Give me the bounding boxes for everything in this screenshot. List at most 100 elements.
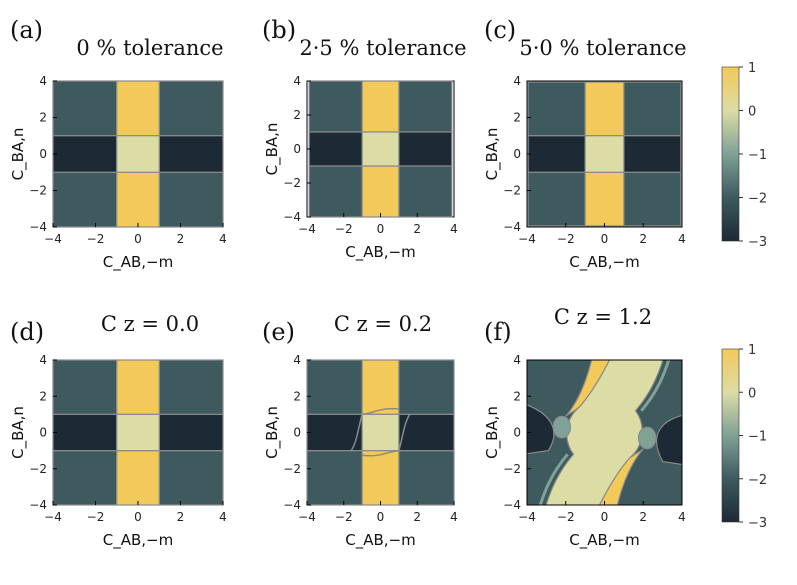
x-tick-label: −2: [557, 510, 575, 524]
panel-title: 2·5 % tolerance: [299, 36, 466, 60]
panel-label: (c): [484, 16, 516, 44]
corner-region: [308, 80, 363, 133]
y-tick-label: 0: [39, 426, 47, 440]
panel-d: −4−4 −2 −2 0 0 2 2 4 4 C_AB,−m C_BA,n C z = 0.0 (d): [9, 312, 227, 550]
panel-a: −4−4 −2 −2 0 0 2 2 4 4 C_AB,−m C_BA,n 0 % tolerance…: [9, 16, 227, 272]
side-region: [527, 135, 586, 173]
panel-title: C z = 0.0: [101, 312, 199, 336]
y-axis-label: C_BA,n: [483, 406, 502, 459]
corner-region: [623, 81, 682, 137]
colorbar-tick-label: −3: [748, 235, 767, 250]
corner-region: [623, 171, 682, 227]
y-tick-label: 0: [513, 426, 521, 440]
center-region: [584, 135, 625, 173]
side-region: [398, 131, 453, 167]
y-tick-label: 0: [293, 142, 301, 156]
x-tick-label: −2: [335, 510, 353, 524]
colorbar-gradient: [721, 348, 740, 523]
center-region: [545, 360, 664, 505]
y-tick-label: 4: [39, 353, 47, 367]
stripe-region: [361, 450, 400, 506]
y-axis-label: C_BA,n: [9, 406, 28, 459]
y-tick-label: 2: [513, 111, 521, 125]
transition-line: [361, 407, 399, 416]
stripe-region: [116, 171, 160, 228]
colorbar: 1 0 −1 −2 −3: [721, 61, 767, 250]
colorbar: 1 0 −1 −2 −3: [721, 343, 767, 531]
lobe-region: [637, 426, 657, 450]
side-region: [623, 135, 682, 173]
x-axis-label: C_AB,−m: [345, 243, 415, 262]
panel-c: −4−4 −2 −2 0 0 2 2 4 4 C_AB,−m C_BA,n 5·0 % toleran…: [483, 16, 687, 272]
panel-e: −4−4 −2 −2 0 0 2 2 4 4 C_AB,−m C_BA,n C z = 0.2 (e): [262, 312, 458, 550]
corner-region: [52, 171, 118, 228]
y-tick-label: −4: [503, 220, 521, 234]
y-tick-label: −2: [29, 462, 47, 476]
x-tick-label: 2: [639, 510, 647, 524]
x-tick-label: −4: [298, 510, 316, 524]
panel-title: 0 % tolerance: [76, 36, 223, 60]
y-tick-label: 0: [39, 147, 47, 161]
stripe-region: [361, 359, 400, 415]
stripe-region: [116, 359, 160, 415]
x-tick-label: 2: [639, 232, 647, 246]
y-tick-label: −2: [29, 184, 47, 198]
panel-b: −4−4 −2 −2 0 0 2 2 4 4 C_AB,−m C_BA,n 2·5 % toleran…: [262, 16, 467, 262]
x-tick-label: 2: [413, 222, 421, 236]
colorbar-tick-label: −3: [748, 516, 767, 531]
colorbar-gradient: [721, 66, 740, 242]
y-tick-label: 4: [293, 353, 301, 367]
x-tick-label: 0: [134, 510, 142, 524]
x-tick-label: −2: [335, 222, 353, 236]
x-tick-label: 4: [450, 510, 458, 524]
x-tick-label: −4: [518, 232, 536, 246]
x-tick-label: −2: [557, 232, 575, 246]
corner-region: [306, 450, 363, 506]
y-axis-label: C_BA,n: [263, 406, 282, 459]
corner-region: [158, 171, 224, 228]
x-tick-label: 2: [413, 510, 421, 524]
side-region: [656, 414, 682, 466]
panel-label: (e): [262, 318, 295, 346]
x-tick-label: 4: [450, 222, 458, 236]
corner-region: [158, 80, 224, 137]
corner-region: [398, 80, 453, 133]
corner-region: [158, 359, 224, 415]
side-region: [308, 131, 363, 167]
colorbar-tick-label: 0: [748, 105, 756, 120]
panel-f-field: [527, 360, 682, 505]
x-tick-label: 4: [678, 510, 686, 524]
y-tick-label: −4: [503, 498, 521, 512]
x-tick-label: 4: [219, 232, 227, 246]
x-axis-label: C_AB,−m: [345, 531, 415, 550]
stripe-region: [361, 80, 400, 133]
colorbar-tick-label: −1: [748, 430, 767, 445]
x-tick-label: 4: [678, 232, 686, 246]
y-axis-label: C_BA,n: [483, 128, 502, 181]
x-tick-label: −4: [44, 510, 62, 524]
y-tick-label: −2: [283, 176, 301, 190]
stripe-region: [584, 81, 625, 137]
y-tick-label: 0: [513, 147, 521, 161]
y-tick-label: −2: [283, 462, 301, 476]
corner-region: [398, 359, 455, 415]
y-tick-label: 4: [513, 74, 521, 88]
center-region: [116, 413, 160, 452]
corner-region: [527, 171, 586, 227]
side-region: [158, 135, 224, 173]
y-tick-label: 2: [513, 389, 521, 403]
colorbar-tick-label: −2: [748, 192, 767, 207]
x-tick-label: 0: [601, 232, 609, 246]
colorbar-tick-label: −1: [748, 148, 767, 163]
corner-region: [308, 165, 363, 218]
side-region: [158, 413, 224, 452]
stripe-region: [584, 171, 625, 227]
corner-region: [398, 450, 455, 506]
panel-label: (f): [484, 318, 512, 346]
x-axis-label: C_AB,−m: [103, 253, 173, 272]
panel-title: 5·0 % tolerance: [519, 36, 686, 60]
x-tick-label: 4: [219, 510, 227, 524]
x-tick-label: −2: [87, 510, 105, 524]
x-tick-label: −4: [298, 222, 316, 236]
